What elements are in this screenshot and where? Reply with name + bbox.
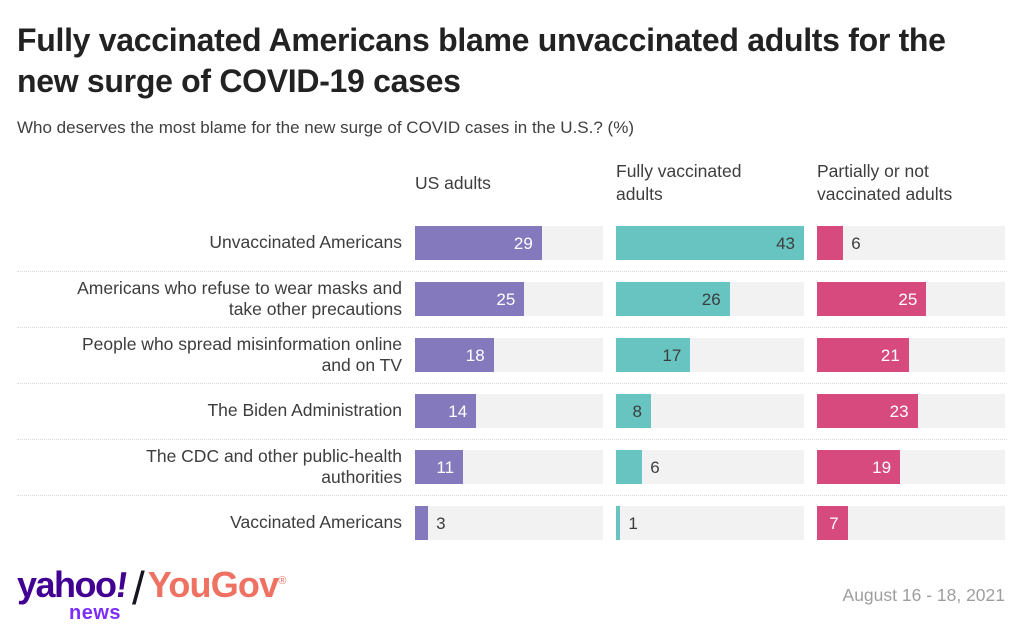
bar-track: 25 [415,282,603,317]
news-wordmark: news [69,602,122,624]
bar: 29 [415,226,542,261]
value-label: 29 [513,233,533,253]
survey-date: August 16 - 18, 2021 [842,585,1005,606]
chart-row: People who spread misinformation online … [17,326,1007,383]
bar: 21 [817,338,909,373]
bar-track: 26 [616,282,804,317]
value-label: 8 [632,401,642,421]
value-label: 1 [628,513,638,533]
grouped-bar-chart: US adults Fully vaccinated adults Partia… [17,156,1007,551]
bar: 23 [817,394,918,429]
bar-track: 17 [616,338,804,373]
value-label: 25 [496,289,516,309]
value-label: 6 [851,233,861,253]
bar: 8 [616,394,651,429]
category-label: Vaccinated Americans [230,512,402,533]
chart-rows: Unvaccinated Americans 29 43 6 Americans who… [17,216,1007,551]
series-header-partially-not-vaccinated: Partially or not vaccinated adults [817,161,953,204]
value-label: 11 [436,457,455,477]
value-label: 21 [880,345,900,365]
bar-track: 1 [616,506,804,541]
category-label: Americans who refuse to wear masks and t… [77,277,402,320]
bar [415,506,429,541]
bar: 18 [415,338,494,373]
logo-separator-slash: / [132,561,145,614]
bar: 26 [616,282,730,317]
bar-track: 11 [415,450,603,485]
chart-row: Unvaccinated Americans 29 43 6 [17,216,1007,271]
bar: 7 [817,506,848,541]
bar-track: 6 [817,226,1005,261]
bar-track: 3 [415,506,603,541]
chart-row: Vaccinated Americans 3 1 7 [17,494,1007,551]
value-label: 14 [448,401,468,421]
chart-row: The Biden Administration 14 8 23 [17,382,1007,439]
value-label: 25 [898,289,918,309]
yahoo-wordmark: yahoo! [17,563,129,605]
series-header-us-adults: US adults [415,172,491,193]
bar: 19 [817,450,901,485]
yahoo-news-wordmark: yahoo! news [17,563,129,624]
bar-track: 14 [415,394,603,429]
value-label: 23 [889,401,909,421]
yahoo-news-yougov-logo: yahoo! news / YouGov® [17,561,287,624]
bar-track: 21 [817,338,1005,373]
bar: 25 [415,282,525,317]
bar-track: 29 [415,226,603,261]
bar-track: 25 [817,282,1005,317]
bar-track: 43 [616,226,804,261]
bar-track: 18 [415,338,603,373]
bar [817,226,844,261]
bar-track: 23 [817,394,1005,429]
yougov-wordmark: YouGov® [147,563,287,605]
chart-title: Fully vaccinated Americans blame unvacci… [17,22,946,99]
value-label: 6 [650,457,660,477]
bar-track: 6 [616,450,804,485]
bar-track: 7 [817,506,1005,541]
bar: 11 [415,450,464,485]
category-label: Unvaccinated Americans [209,232,402,253]
chart-row: The CDC and other public-health authorit… [17,438,1007,495]
series-header-fully-vaccinated: Fully vaccinated adults [616,161,742,204]
value-label: 43 [776,233,795,253]
value-label: 7 [829,513,839,533]
series-header-row: US adults Fully vaccinated adults Partia… [17,156,1007,210]
bar: 17 [616,338,691,373]
chart-footer: yahoo! news / YouGov® August 16 - 18, 20… [17,561,1005,624]
category-label: The Biden Administration [207,400,402,421]
bar-track: 8 [616,394,804,429]
value-label: 26 [701,289,721,309]
bar: 25 [817,282,927,317]
chart-subtitle: Who deserves the most blame for the new … [17,117,634,137]
bar-track: 19 [817,450,1005,485]
value-label: 18 [465,345,485,365]
bar [616,506,621,541]
chart-row: Americans who refuse to wear masks and t… [17,270,1007,327]
registered-trademark-icon: ® [278,574,286,587]
bar: 14 [415,394,477,429]
category-label: The CDC and other public-health authorit… [146,445,402,488]
value-label: 19 [872,457,892,477]
category-label: People who spread misinformation online … [81,333,402,376]
value-label: 3 [436,513,446,533]
bar: 43 [616,226,804,261]
bar [616,450,643,485]
value-label: 17 [662,345,682,365]
